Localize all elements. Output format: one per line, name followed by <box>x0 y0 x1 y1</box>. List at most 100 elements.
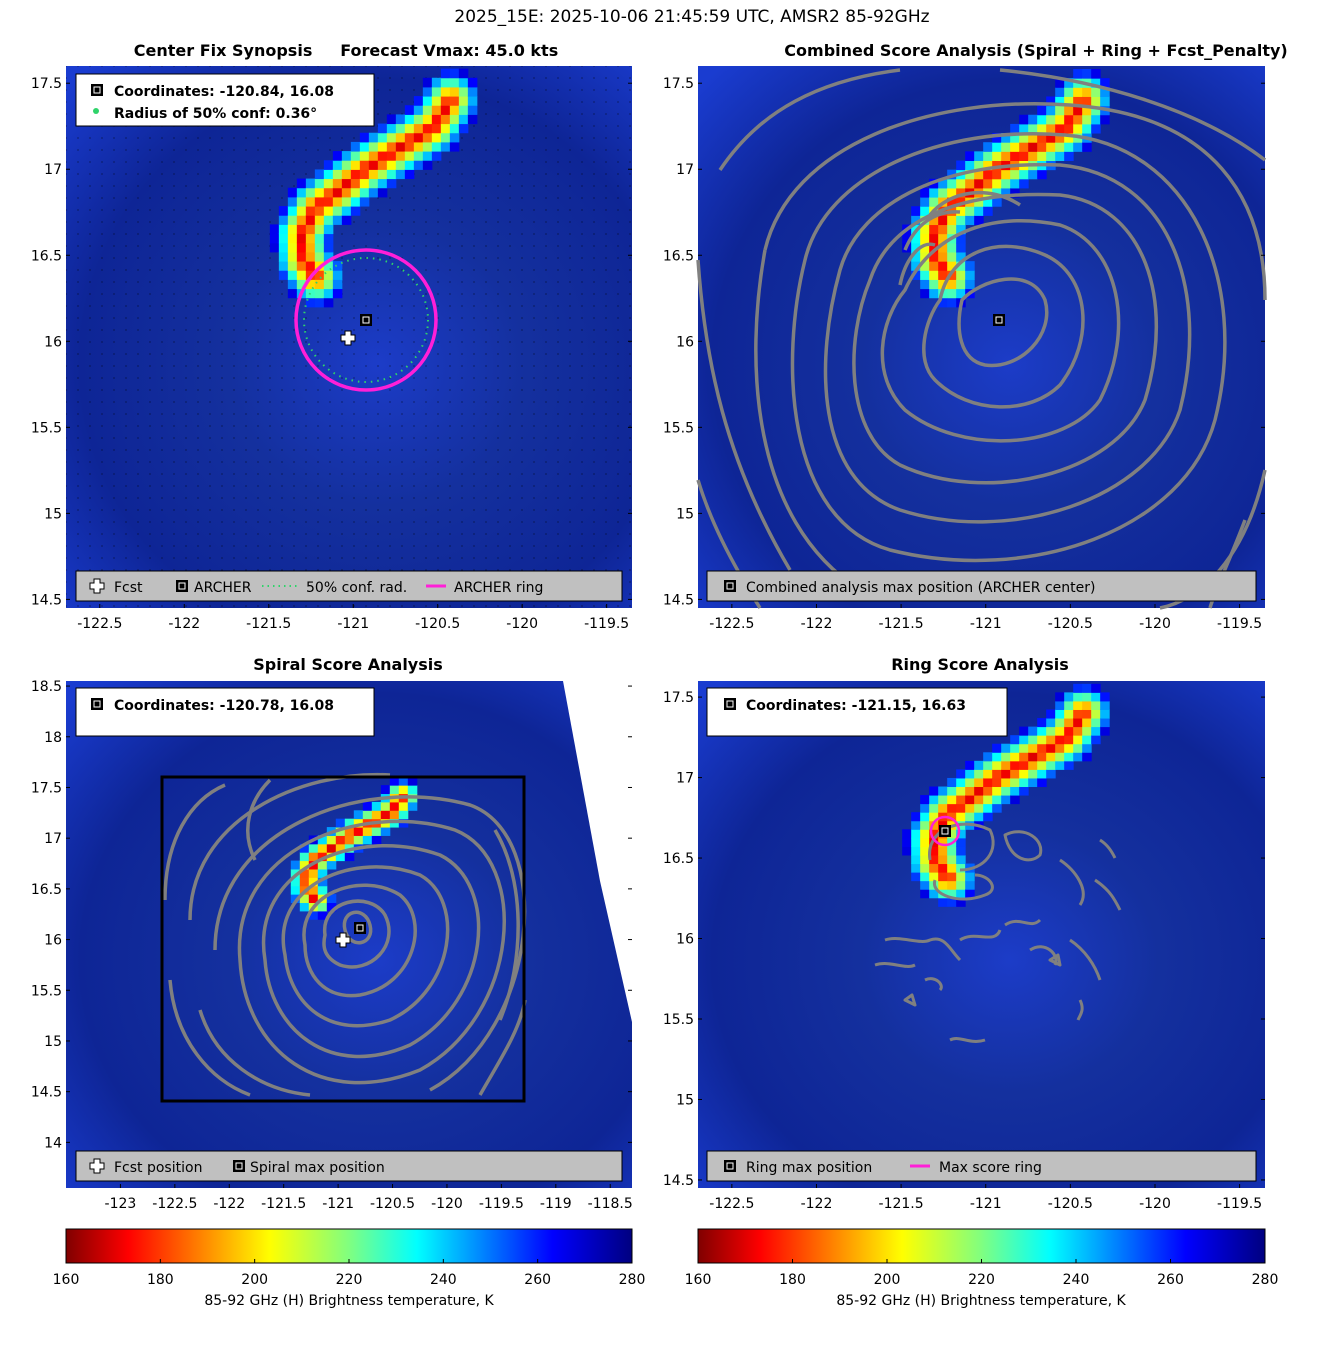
legend-ring-max: Ring max position <box>746 1160 872 1176</box>
tb-cell <box>269 242 280 253</box>
y-tick-label: 17 <box>676 771 694 787</box>
tb-cell <box>377 160 388 170</box>
tb-cell <box>305 178 316 189</box>
tb-cell <box>929 288 939 299</box>
tb-cell <box>965 160 975 171</box>
tb-cell <box>1100 709 1110 719</box>
tb-cell <box>323 187 334 198</box>
tb-cell <box>1055 123 1065 134</box>
tb-cell <box>308 868 319 878</box>
tb-cell <box>956 288 966 299</box>
ring-contours <box>874 822 1122 1043</box>
tb-cell <box>947 288 957 299</box>
tb-cell <box>902 829 912 839</box>
x-tick-label: -122.5 <box>709 616 754 632</box>
tb-cell <box>974 803 984 813</box>
tb-cell <box>1064 123 1074 134</box>
white-cross-icon <box>89 578 105 594</box>
tb-cell <box>938 795 948 805</box>
tb-cell <box>332 169 343 180</box>
tb-cell <box>1028 726 1038 736</box>
tb-cell <box>1082 700 1092 710</box>
tb-cell <box>1010 142 1020 152</box>
tb-cell <box>389 776 400 786</box>
tb-cell <box>920 270 930 280</box>
tb-cell <box>341 169 352 180</box>
tb-cell <box>353 827 364 836</box>
tb-cell <box>992 142 1002 152</box>
tb-cell <box>956 160 966 171</box>
tb-cell <box>458 114 469 125</box>
y-tick-label: 15 <box>44 506 62 522</box>
tb-cell <box>1082 726 1092 736</box>
tb-cell <box>1010 178 1020 189</box>
tb-cell <box>1037 769 1047 779</box>
tb-cell <box>1064 151 1074 161</box>
x-tick-label: -118.5 <box>588 1196 633 1212</box>
tb-cell <box>1046 769 1056 779</box>
tb-cell <box>335 835 346 845</box>
tb-cell <box>323 206 334 216</box>
y-axis-ticks: 18.5 18 17.5 17 16.5 16 15.5 15 14.5 14 <box>31 679 632 1151</box>
tb-cell <box>920 889 930 899</box>
tb-cell <box>359 132 370 143</box>
tb-cell <box>395 160 406 170</box>
tb-cell <box>983 812 993 822</box>
tb-cell <box>368 160 379 170</box>
tb-cell <box>1010 133 1020 143</box>
tb-cell <box>1019 151 1029 161</box>
tb-cell <box>983 169 993 180</box>
x-tick-label: -121.5 <box>879 1196 924 1212</box>
tb-cell <box>314 206 325 216</box>
tb-cell <box>1082 123 1092 134</box>
colorbar-label: 85-92 GHz (H) Brightness temperature, K <box>204 1293 494 1309</box>
tb-cell <box>1064 692 1074 702</box>
tb-cell <box>449 96 460 106</box>
tb-cell <box>965 786 975 796</box>
tb-cell <box>404 132 415 143</box>
tb-cell <box>956 224 966 235</box>
colorbar-tick-label: 280 <box>619 1272 646 1288</box>
x-tick-label: -123 <box>105 1196 137 1212</box>
tb-cell <box>929 215 939 226</box>
tb-cell <box>992 187 1002 198</box>
tb-cell <box>938 215 948 226</box>
tb-cell <box>317 910 328 920</box>
tb-cell <box>947 215 957 226</box>
tb-cell <box>974 769 984 779</box>
tb-cell <box>965 872 975 882</box>
x-tick-label: -120.5 <box>1048 616 1093 632</box>
black-square-icon <box>176 580 188 592</box>
tb-cell <box>290 860 301 870</box>
tb-cell <box>413 114 424 125</box>
panel-title: Combined Score Analysis (Spiral + Ring +… <box>784 41 1287 60</box>
tb-cell <box>938 880 948 890</box>
tb-cell <box>1091 123 1101 134</box>
tb-cell <box>422 86 433 97</box>
tb-cell <box>317 852 328 862</box>
tb-cell <box>983 160 993 171</box>
tb-cell <box>1001 187 1011 198</box>
tb-cell <box>965 261 975 271</box>
tb-cell <box>323 261 334 271</box>
tb-cell <box>920 206 930 216</box>
tb-cell <box>1091 69 1101 79</box>
x-tick-label: -120 <box>431 1196 463 1212</box>
tb-cell <box>287 279 298 290</box>
tb-cell <box>305 215 316 225</box>
tb-cell <box>983 752 993 762</box>
tb-cell <box>911 829 921 839</box>
tb-cell <box>332 279 343 290</box>
tb-cell <box>1064 114 1074 125</box>
tb-cell <box>359 151 370 161</box>
tb-cell <box>1064 96 1074 107</box>
tb-cell <box>1010 743 1020 753</box>
score-contours <box>696 68 1267 610</box>
tb-cell <box>317 860 328 870</box>
y-tick-label: 17 <box>44 162 62 178</box>
tb-cell <box>947 812 957 822</box>
tb-cell <box>1046 709 1056 719</box>
tb-cell <box>362 835 373 845</box>
tb-cell <box>956 777 966 788</box>
